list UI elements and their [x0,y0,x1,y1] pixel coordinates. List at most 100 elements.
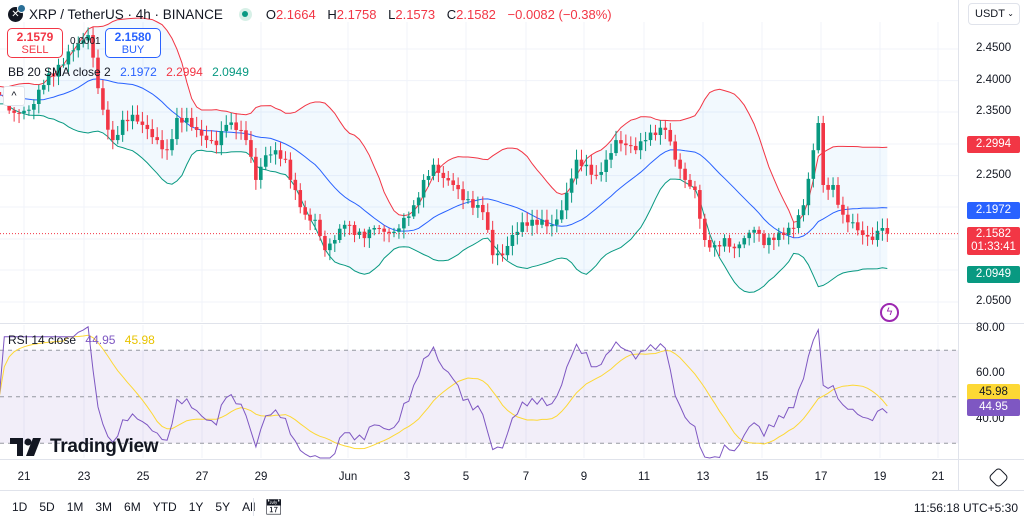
bb-basis-value: 2.1972 [120,65,157,79]
clock-timezone[interactable]: 11:56:18 UTC+5:30 [913,501,1018,515]
candle-body [836,184,840,205]
candle-body [584,164,589,167]
candle-body [885,227,890,234]
candle-body [698,190,702,219]
calendar-goto-icon[interactable]: 📅︎ [264,499,284,516]
bb-lower-value: 2.0949 [212,65,249,79]
candle-body [421,179,426,198]
chevron-down-icon: ⌄ [1007,9,1014,18]
range-button-6m[interactable]: 6M [124,500,141,514]
currency-dropdown[interactable]: USDT ⌄ [968,3,1020,25]
candle-body [347,224,352,226]
range-button-1d[interactable]: 1D [12,500,28,514]
candle-body [821,123,825,185]
sell-label: SELL [21,44,49,56]
candle-body [372,227,377,230]
high-value: 2.1758 [336,6,377,22]
candle-body [41,85,46,90]
tradingview-logo[interactable]: TradingView [10,436,159,458]
candle-body [328,243,332,251]
last-price-badge: 2.1582 01:33:41 [967,227,1020,255]
price-tick: 2.3500 [976,105,1012,117]
candle-body [130,114,135,122]
candle-body [762,233,766,246]
time-tick: 23 [77,471,91,483]
time-tick: 29 [254,471,268,483]
rsi-line [0,325,888,459]
lightning-alert-icon[interactable]: ϟ [880,303,899,322]
range-button-3m[interactable]: 3M [95,500,113,514]
candle-body [333,240,337,244]
candle-body [323,236,327,251]
candle-body [37,89,41,104]
bb-legend[interactable]: BB 20 SMA close 2 2.1972 2.2994 2.0949 [8,65,255,79]
candle-body [155,137,159,141]
rsi-badge: 44.95 [967,399,1020,416]
candle-body [648,132,653,141]
range-button-ytd[interactable]: YTD [152,500,177,514]
toolbar-divider [253,498,254,516]
time-tick: 5 [462,471,470,483]
candle-body [530,219,534,226]
rsi-value: 44.95 [85,333,116,347]
candle-body [594,174,599,176]
time-tick: 13 [696,471,710,483]
candle-body [806,178,811,206]
candle-body [12,110,16,113]
time-tick: 11 [638,471,650,483]
candle-body [46,73,51,86]
candle-body [742,238,747,245]
candle-body [860,230,865,235]
candle-body [229,122,233,125]
candle-body [747,232,751,239]
range-button-all[interactable]: All [242,500,256,514]
candle-body [693,186,697,191]
candle-body [727,238,732,247]
candle-body [313,219,317,221]
candle-body [382,228,386,232]
candle-body [377,227,381,229]
candle-body [466,199,470,201]
candle-body [387,231,391,234]
bb-legend-name: BB 20 SMA close 2 [8,65,111,79]
candle-body [673,141,677,160]
candle-body [569,178,574,193]
currency-label: USDT [975,8,1005,20]
time-tick: 27 [195,471,209,483]
rsi-legend[interactable]: RSI 14 close 44.95 45.98 [8,333,161,347]
candle-body [663,127,668,130]
range-button-1y[interactable]: 1Y [188,500,204,514]
candle-body [796,215,801,228]
candle-body [352,224,357,235]
bb-lower-line [0,103,888,293]
candle-body [17,112,21,114]
sell-button[interactable]: 2.1579 SELL [7,28,63,58]
candle-body [816,123,821,151]
candle-body [224,124,229,132]
bb-lower-badge: 2.0949 [967,266,1020,283]
candle-body [851,222,855,224]
candle-body [703,218,707,241]
open-label: O [265,6,276,22]
range-button-5y[interactable]: 5Y [215,500,231,514]
bb-basis-line [0,78,888,239]
candle-body [880,227,885,231]
rsi-tick: 60.00 [976,367,1005,379]
candle-body [219,131,224,146]
buy-button[interactable]: 2.1580 BUY [105,28,161,58]
candle-body [510,234,515,246]
range-button-1m[interactable]: 1M [66,500,84,514]
candle-body [293,179,298,191]
candle-body [515,231,520,235]
collapse-legend-button[interactable]: ^ [3,86,25,106]
candle-body [579,159,584,167]
symbol-title[interactable]: XRP / TetherUS · 4h · BINANCE [29,6,223,22]
candle-body [446,178,451,181]
candle-body [214,140,219,146]
candle-body [259,166,263,180]
candle-body [298,190,303,208]
range-button-5d[interactable]: 5D [39,500,55,514]
candle-body [239,129,243,131]
rsi-ma-line [0,334,888,450]
